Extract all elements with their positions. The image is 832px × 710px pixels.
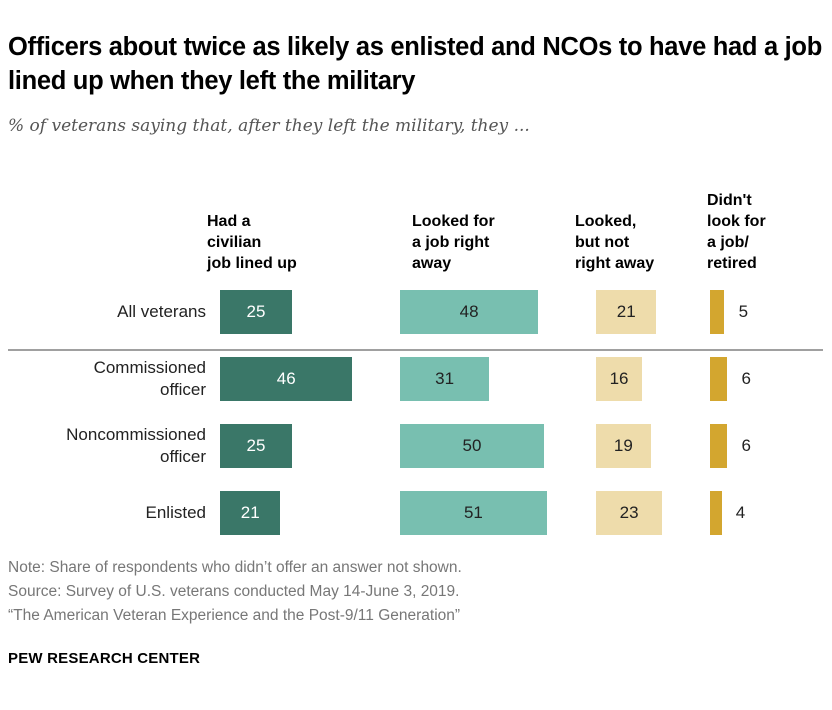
column-header-line: a job right — [412, 234, 490, 251]
data-label: 25 — [246, 436, 266, 455]
column-header-line: right away — [575, 255, 655, 272]
note-text: Note: Share of respondents who didn’t of… — [8, 559, 462, 576]
column-header: Didn't look for a job/retired — [707, 190, 766, 274]
bar-0-3 — [220, 491, 281, 535]
column-header-line: away — [412, 255, 452, 272]
data-label: 25 — [246, 302, 266, 321]
bar-2-3 — [596, 491, 663, 535]
bar-0-2 — [220, 424, 292, 468]
column-header-line: retired — [707, 255, 757, 272]
bar-0-1 — [220, 357, 353, 401]
bar-1-3 — [400, 491, 547, 535]
column-header-line: Had a — [207, 213, 251, 230]
bar-1-0 — [400, 290, 539, 334]
data-label: 6 — [741, 436, 751, 455]
bar-0-0 — [220, 290, 292, 334]
column-header: Looked for a job right away — [412, 211, 495, 274]
column-header-line: Looked for — [412, 213, 495, 230]
column-header-line: civilian — [207, 234, 262, 251]
data-label: 4 — [735, 503, 746, 522]
separator-line — [8, 349, 823, 351]
bar-3-0 — [710, 290, 725, 334]
row-label-line: Noncommissioned — [66, 425, 206, 444]
bar-3-2 — [710, 424, 728, 468]
column-header: Looked, but not right away — [575, 211, 654, 274]
row-label-line: officer — [160, 380, 206, 399]
bar-1-2 — [400, 424, 544, 468]
bar-3-3 — [710, 491, 722, 535]
bar-2-2 — [596, 424, 651, 468]
row-label-line: Enlisted — [145, 503, 206, 522]
data-label: 6 — [741, 369, 751, 388]
column-header-line: but not — [575, 234, 630, 251]
chart-subtitle: % of veterans saying that, after they le… — [8, 116, 530, 136]
source-text: Source: Survey of U.S. veterans conducte… — [8, 583, 460, 600]
column-header-line: look for — [707, 213, 766, 230]
bar-2-0 — [596, 290, 657, 334]
data-label: 21 — [616, 302, 636, 321]
data-label: 16 — [609, 369, 629, 388]
column-header-line: Didn't — [707, 192, 752, 209]
row-label-line: Commissioned — [93, 358, 206, 377]
data-label: 31 — [435, 369, 455, 388]
row-label: All veterans — [117, 301, 206, 323]
data-label: 23 — [619, 503, 639, 522]
chart-title: Officers about twice as likely as enlist… — [8, 33, 822, 95]
report-title-text: “The American Veteran Experience and the… — [8, 607, 461, 624]
row-label: Noncommissioned officer — [66, 424, 206, 468]
column-header-line: a job/ — [707, 234, 749, 251]
data-label: 19 — [613, 436, 633, 455]
column-header: Had a civilian job lined up — [207, 211, 297, 274]
row-label-line: officer — [160, 447, 206, 466]
data-label: 21 — [240, 503, 260, 522]
row-label-line: All veterans — [117, 302, 206, 321]
column-header-line: job lined up — [207, 255, 297, 272]
row-label: Commissioned officer — [94, 357, 206, 401]
data-label: 48 — [459, 302, 479, 321]
bar-3-1 — [710, 357, 728, 401]
data-label: 46 — [276, 369, 296, 388]
data-label: 50 — [462, 436, 482, 455]
data-label: 5 — [738, 302, 749, 321]
pew-logo-text: PEW RESEARCH CENTER — [8, 650, 201, 667]
row-label: Enlisted — [146, 502, 206, 524]
data-label: 51 — [463, 503, 483, 522]
bar-2-1 — [596, 357, 643, 401]
column-header-line: Looked, — [575, 213, 637, 230]
bar-1-1 — [400, 357, 490, 401]
